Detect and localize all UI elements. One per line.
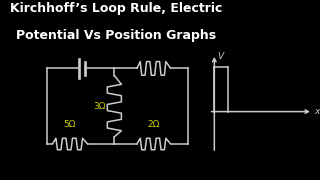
Text: 5Ω: 5Ω xyxy=(64,120,76,129)
Text: x: x xyxy=(314,107,320,116)
Text: Kirchhoff’s Loop Rule, Electric: Kirchhoff’s Loop Rule, Electric xyxy=(10,2,222,15)
Text: 2Ω: 2Ω xyxy=(148,120,160,129)
Text: Potential Vs Position Graphs: Potential Vs Position Graphs xyxy=(16,29,216,42)
Text: V: V xyxy=(218,52,224,61)
Text: 3Ω: 3Ω xyxy=(93,102,106,111)
